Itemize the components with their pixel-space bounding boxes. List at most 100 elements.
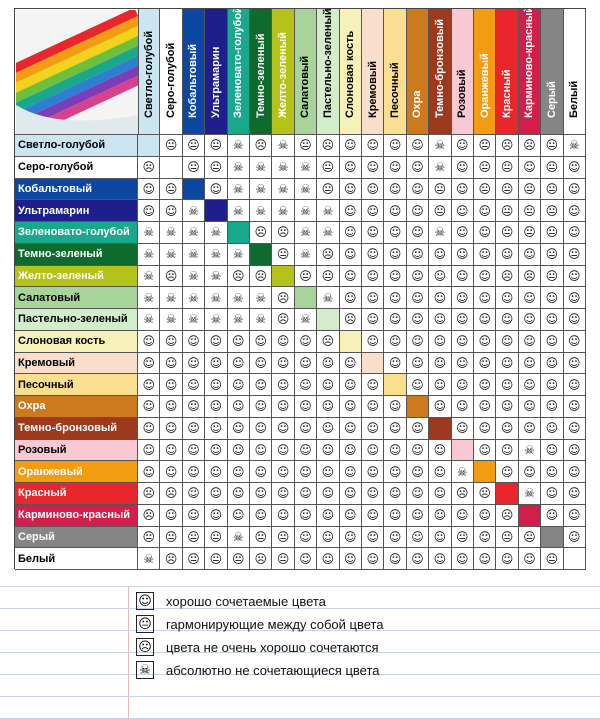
compat-cell: ☺ <box>451 178 474 201</box>
good-icon: ☺ <box>321 508 335 523</box>
compat-cell: ☺ <box>294 483 318 505</box>
compat-cell: ☺ <box>406 526 430 549</box>
ruled-line <box>0 696 600 697</box>
sad-icon: ☹ <box>254 225 267 240</box>
good-icon: ☺ <box>299 421 312 436</box>
compat-cell: ☺ <box>384 461 407 483</box>
compat-cell: ☺ <box>138 330 161 353</box>
good-icon: ☺ <box>433 247 447 262</box>
good-icon: ☺ <box>456 181 469 196</box>
neutral-icon: 😐 <box>433 203 447 218</box>
row-header: Охра <box>15 396 138 418</box>
neutral-icon: 😐 <box>478 160 491 175</box>
compat-cell: 😐 <box>205 548 228 570</box>
good-icon: ☺ <box>500 247 514 262</box>
sad-icon: ☹ <box>500 138 514 153</box>
compat-cell: ☺ <box>205 374 228 396</box>
skull-icon: ☠ <box>232 247 244 262</box>
compat-cell: ☺ <box>362 526 385 549</box>
row-header: Зеленовато-голубой <box>15 222 138 244</box>
skull-icon: ☠ <box>277 160 289 175</box>
ruled-line <box>0 652 600 653</box>
good-icon: ☺ <box>411 268 424 283</box>
neutral-icon: 😐 <box>545 160 559 175</box>
column-header: Пастельно-зеленый <box>317 9 340 135</box>
skull-icon: ☠ <box>456 464 468 479</box>
sad-icon: ☹ <box>500 268 514 283</box>
compat-cell: ☠ <box>272 200 295 222</box>
good-icon: ☺ <box>500 551 514 566</box>
compat-cell: 😐 <box>451 526 474 549</box>
skull-icon: ☠ <box>255 203 267 218</box>
compat-cell: ☺ <box>474 396 497 418</box>
sad-icon: ☹ <box>254 268 267 283</box>
diagonal-cell <box>160 156 183 179</box>
sad-icon: ☹ <box>500 508 514 523</box>
sad-icon: ☹ <box>164 551 178 566</box>
compat-cell: ☠ <box>182 287 206 309</box>
good-icon: ☺ <box>433 355 447 370</box>
compat-cell: ☺ <box>496 352 519 375</box>
good-icon: ☺ <box>344 486 357 501</box>
neutral-icon: 😐 <box>321 181 335 196</box>
diagonal-cell <box>518 504 542 527</box>
compat-cell: ☺ <box>451 243 474 266</box>
column-header-label: Красный <box>501 69 514 118</box>
column-header-label: Желто-зеленый <box>277 32 290 118</box>
neutral-icon: 😐 <box>276 551 290 566</box>
good-icon: ☺ <box>366 160 379 175</box>
column-header: Красный <box>496 9 519 135</box>
column-header: Салатовый <box>294 9 318 135</box>
good-icon: ☺ <box>478 355 491 370</box>
compat-cell: 😐 <box>541 200 564 222</box>
good-icon: ☺ <box>187 355 200 370</box>
diagonal-cell <box>451 439 474 462</box>
compat-cell: ☺ <box>541 287 564 309</box>
compat-cell: ☺ <box>563 483 586 505</box>
compat-cell: 😐 <box>160 178 183 201</box>
compat-cell: ☺ <box>563 396 586 418</box>
sad-icon: ☹ <box>254 551 267 566</box>
good-icon: ☺ <box>456 551 469 566</box>
neutral-icon: 😐 <box>433 181 447 196</box>
good-icon: ☺ <box>478 247 491 262</box>
compat-cell: ☺ <box>182 504 206 527</box>
compat-cell: ☺ <box>272 352 295 375</box>
good-icon: ☺ <box>142 334 155 349</box>
good-icon: ☺ <box>478 268 491 283</box>
compat-cell: 😐 <box>518 222 542 244</box>
good-icon: ☺ <box>411 551 424 566</box>
good-icon: ☺ <box>523 355 536 370</box>
sad-icon: ☹ <box>523 138 536 153</box>
compat-cell: ☺ <box>384 352 407 375</box>
good-icon: ☺ <box>254 399 267 414</box>
good-icon: ☺ <box>568 225 581 240</box>
compat-cell: 😐 <box>294 135 318 157</box>
compat-cell: ☺ <box>384 396 407 418</box>
neutral-icon: 😐 <box>209 160 223 175</box>
compat-cell: ☺ <box>429 483 452 505</box>
compat-cell: ☺ <box>541 461 564 483</box>
good-icon: ☺ <box>411 203 424 218</box>
sad-icon: ☹ <box>523 268 536 283</box>
compat-cell: ☹ <box>474 483 497 505</box>
good-icon: ☺ <box>232 377 245 392</box>
good-icon: ☺ <box>411 290 424 305</box>
good-icon: ☺ <box>276 377 290 392</box>
compat-cell: ☺ <box>406 309 430 331</box>
sad-icon: ☹ <box>164 268 178 283</box>
compat-cell: ☺ <box>160 461 183 483</box>
compat-cell: ☹ <box>227 265 250 288</box>
compat-cell: ☺ <box>250 439 273 462</box>
compat-cell: 😐 <box>541 178 564 201</box>
compat-cell: ☺ <box>541 439 564 462</box>
skull-icon: ☠ <box>322 290 334 305</box>
compat-cell: ☹ <box>250 222 273 244</box>
skull-icon: ☠ <box>255 160 267 175</box>
compat-cell: 😐 <box>541 243 564 266</box>
compat-cell: ☺ <box>362 265 385 288</box>
good-icon: ☺ <box>321 421 335 436</box>
good-icon: ☺ <box>411 225 424 240</box>
good-icon: ☺ <box>187 508 200 523</box>
compat-cell: ☺ <box>362 330 385 353</box>
